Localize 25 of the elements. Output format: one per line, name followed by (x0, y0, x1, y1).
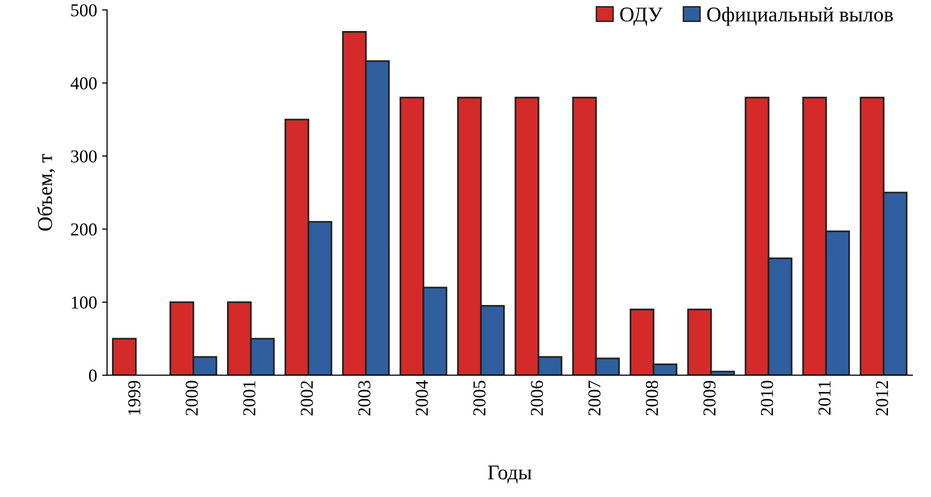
x-tick-label: 2012 (876, 381, 888, 416)
x-tick-label: 2004 (416, 380, 428, 416)
legend-label: ОДУ (620, 8, 663, 26)
x-tick-label: 2002 (300, 381, 313, 416)
legend-label: Официальный вылов (707, 6, 893, 26)
x-tick-label: 2000 (186, 380, 198, 416)
x-tick-label: 2009 (703, 380, 716, 416)
x-tick-label: 2007 (588, 380, 601, 416)
x-tick-label: 2010 (760, 380, 774, 416)
y-tick-label: 200 (71, 223, 97, 236)
y-tick-label: 0 (89, 369, 97, 382)
y-axis-title: Объем, т (37, 154, 56, 231)
x-tick-label: 1999 (128, 380, 140, 415)
y-tick-label: 400 (70, 77, 97, 90)
x-axis-title: Годы (488, 466, 532, 484)
x-tick-label: 2006 (530, 380, 544, 416)
x-tick-label: 2005 (473, 380, 486, 416)
x-tick-label: 2008 (646, 380, 658, 416)
x-tick-label: 2011 (818, 381, 831, 415)
x-tick-label: 2003 (358, 380, 370, 416)
y-tick-label: 300 (71, 150, 97, 162)
y-tick-label: 100 (72, 296, 97, 309)
y-tick-label: 500 (71, 4, 97, 16)
x-tick-label: 2001 (243, 381, 256, 416)
bar (112, 338, 137, 376)
